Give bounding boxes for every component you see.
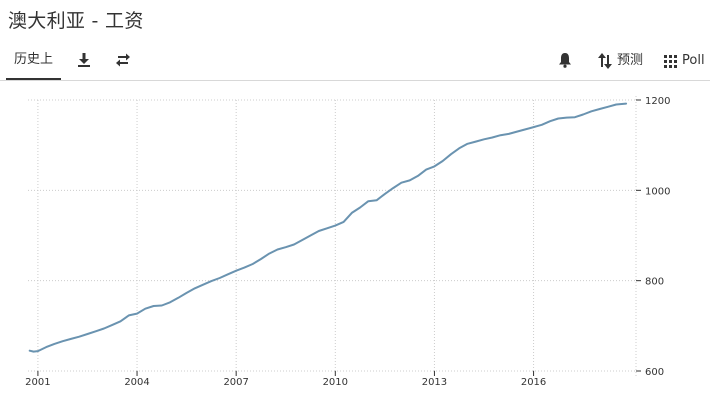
y-tick-label: 1000	[645, 186, 670, 197]
chart-series	[28, 102, 628, 353]
swap-arrows-icon[interactable]	[114, 51, 132, 69]
x-tick-label: 2013	[422, 377, 447, 388]
x-tick-label: 2001	[25, 377, 50, 388]
toolbar: 历史上 预测 Poll	[0, 44, 710, 81]
page-title: 澳大利亚 - 工资	[8, 10, 144, 32]
x-tick-label: 2016	[521, 377, 546, 388]
chart-grid	[28, 96, 637, 377]
poll-label: Poll	[682, 53, 705, 68]
sort-arrows-icon	[598, 53, 612, 69]
series-line	[28, 102, 628, 353]
y-tick-label: 1200	[645, 96, 670, 107]
y-tick-label: 800	[645, 277, 664, 288]
download-icon[interactable]	[75, 51, 93, 69]
x-tick-label: 2007	[223, 377, 248, 388]
x-tick-label: 2004	[124, 377, 149, 388]
x-tick-label: 2010	[323, 377, 348, 388]
chart-axes: 600 800 1000 1200 2001 2004 2007 2010 2013 2016	[25, 96, 670, 388]
bell-icon[interactable]	[556, 51, 574, 69]
grid-icon	[664, 54, 677, 68]
forecast-label: 预测	[617, 53, 644, 68]
forecast-button[interactable]: 预测	[598, 44, 643, 78]
y-tick-label: 600	[645, 367, 664, 378]
tab-history[interactable]: 历史上	[6, 44, 62, 80]
poll-button[interactable]: Poll	[664, 44, 705, 78]
